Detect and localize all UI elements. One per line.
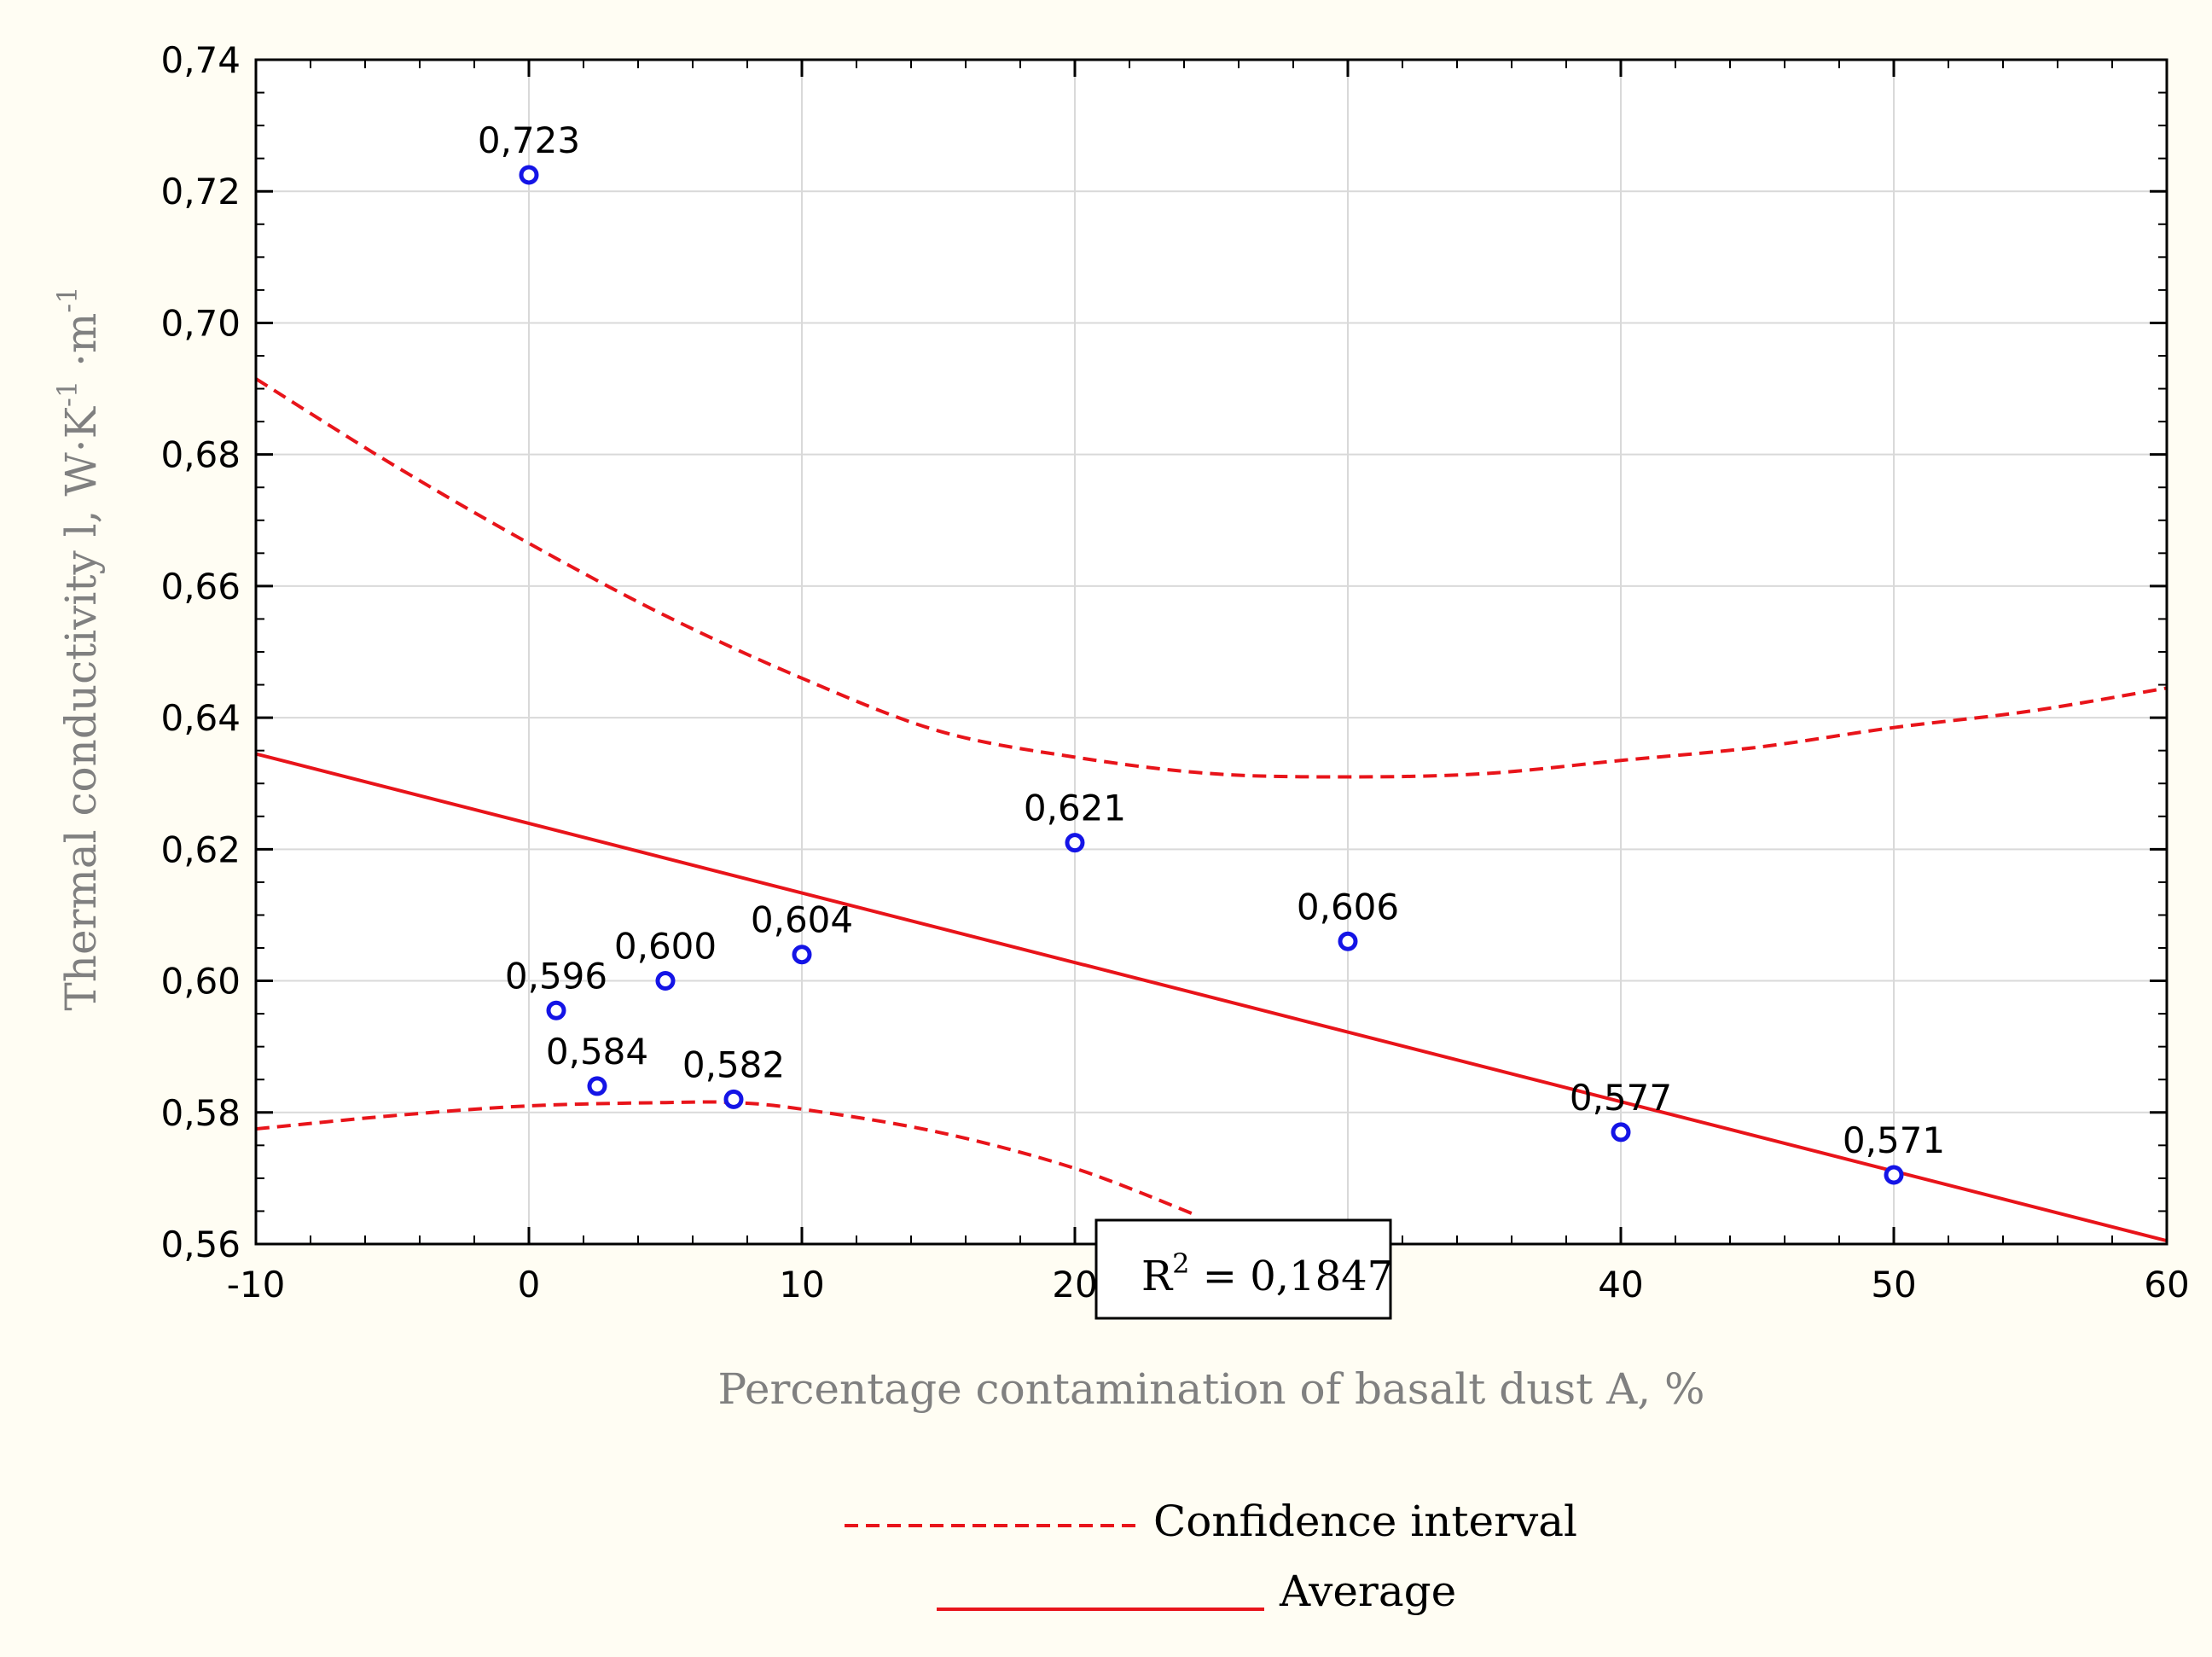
y-tick-label: 0,60 <box>160 961 241 1003</box>
data-label: 0,577 <box>1570 1077 1672 1119</box>
y-tick-label: 0,66 <box>160 566 241 608</box>
regression-line <box>255 752 2168 1243</box>
y-tick-labels: 0,56 0,58 0,60 0,62 0,64 0,66 0,68 0,70 0,72 0,74 <box>160 39 241 1265</box>
x-tick-labels: -10 0 10 20 40 50 60 <box>227 1264 2190 1305</box>
legend: Confidence interval Average <box>845 1497 1577 1616</box>
r2-box <box>1094 1218 1392 1320</box>
data-label: 0,621 <box>1024 788 1126 829</box>
data-label: 0,606 <box>1297 886 1399 927</box>
y-tick-label: 0,64 <box>160 697 241 739</box>
y-tick-label: 0,68 <box>160 434 241 476</box>
y-tick-label: 0,74 <box>160 39 241 81</box>
r2-annotation: R2 = 0,1847 <box>1094 1218 1393 1320</box>
data-label: 0,600 <box>614 926 717 968</box>
x-tick-label: 40 <box>1598 1264 1643 1305</box>
x-tick-label: 50 <box>1871 1264 1916 1305</box>
legend-average-label: Average <box>1279 1567 1456 1616</box>
data-points: 0,723 0,596 0,584 0,600 0,582 0,604 0,621 0,606… <box>478 119 1945 1185</box>
y-tick-label: 0,62 <box>160 828 241 870</box>
data-point <box>723 1089 744 1109</box>
data-point <box>1884 1165 1904 1185</box>
y-axis-title: Thermal conductivity l, W·K-1 ·m-1 <box>51 286 106 1010</box>
y-tick-label: 0,72 <box>160 171 241 212</box>
grid <box>256 60 2167 1244</box>
y-tick-label: 0,58 <box>160 1092 241 1134</box>
data-point <box>587 1076 607 1096</box>
ci-upper-line <box>254 377 2168 779</box>
data-point <box>1611 1122 1631 1142</box>
axis-ticks <box>254 58 2168 1246</box>
data-point <box>1338 931 1358 951</box>
data-point <box>1065 833 1085 853</box>
data-point <box>546 1000 566 1020</box>
x-tick-label: 0 <box>518 1264 541 1305</box>
legend-confidence-label: Confidence interval <box>1153 1497 1577 1546</box>
data-point <box>655 971 676 991</box>
data-label: 0,723 <box>478 119 580 161</box>
x-axis-title: Percentage contamination of basalt dust … <box>717 1364 1704 1414</box>
data-label: 0,596 <box>505 955 607 997</box>
y-tick-label: 0,56 <box>160 1224 241 1265</box>
data-point <box>792 945 812 965</box>
data-label: 0,582 <box>682 1044 785 1085</box>
y-tick-label: 0,70 <box>160 302 241 344</box>
data-point <box>519 165 539 185</box>
data-label: 0,584 <box>546 1031 648 1073</box>
data-label: 0,604 <box>751 899 853 941</box>
r2-text: R2 = 0,1847 <box>1141 1247 1393 1300</box>
x-tick-label: 20 <box>1052 1264 1097 1305</box>
plot-area <box>256 60 2167 1244</box>
data-label: 0,571 <box>1843 1119 1945 1161</box>
x-tick-label: 60 <box>2144 1264 2189 1305</box>
x-tick-label: -10 <box>227 1264 286 1305</box>
x-tick-label: 10 <box>779 1264 824 1305</box>
